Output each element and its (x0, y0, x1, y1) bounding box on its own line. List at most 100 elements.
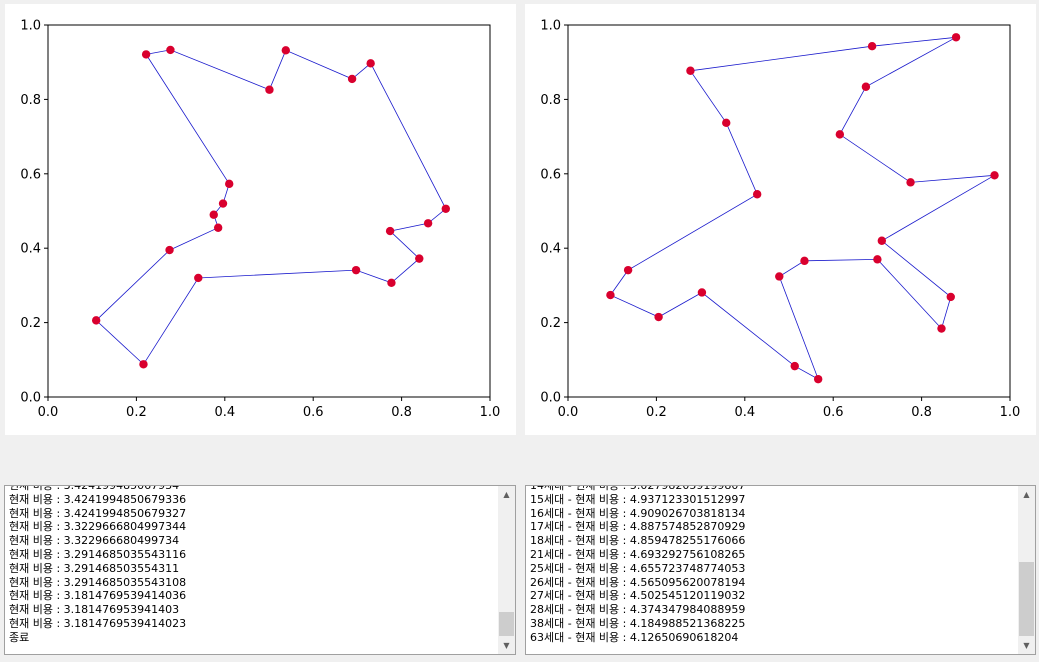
log-line: 현재 비용 : 3.181476953941403 (9, 603, 180, 617)
city-point (654, 312, 663, 322)
axes-frame (47, 24, 491, 398)
city-point (385, 226, 395, 236)
left-log-text: 현재 비용 : 3.424199485067934 현재 비용 : 3.42419… (9, 485, 497, 645)
log-line: 16세대 - 현재 비용 : 4.909026703818134 (530, 506, 746, 520)
city-point (194, 273, 203, 283)
y-tick-label: 0.0 (20, 391, 41, 406)
y-tick-label: 0.2 (20, 316, 41, 331)
right-route-chart-svg: 0.0 0.2 0.4 0.6 0.8 1.0 0.0 0.2 0.4 0.6 0.8 1.0 (540, 19, 1020, 421)
chevron-up-icon[interactable]: ▲ (1023, 490, 1030, 499)
y-tick-label: 0.8 (20, 93, 41, 108)
chevron-up-icon[interactable]: ▲ (503, 490, 510, 499)
city-point (209, 210, 218, 219)
city-point (775, 272, 784, 281)
log-line: 현재 비용 : 3.1814769539414023 (9, 616, 187, 630)
city-point (366, 59, 375, 68)
y-tick-label: 1.0 (20, 19, 41, 34)
city-point (752, 190, 762, 199)
y-tick-label: 0.6 (20, 167, 41, 182)
chevron-down-icon[interactable]: ▼ (503, 641, 510, 650)
y-tick-label: 0.8 (540, 93, 561, 108)
y-tick-label: 0.4 (20, 242, 41, 257)
log-line: 17세대 - 현재 비용 : 4.887574852870929 (530, 520, 746, 534)
city-point (415, 254, 424, 263)
city-point (166, 45, 175, 55)
log-line: 18세대 - 현재 비용 : 4.859478255176066 (530, 534, 746, 548)
scrollbar-thumb[interactable] (1019, 562, 1034, 636)
city-point (990, 171, 999, 180)
scrollbar-thumb[interactable] (499, 612, 514, 636)
city-point (606, 290, 615, 300)
left-route-chart: 0.0 0.2 0.4 0.6 0.8 1.0 0.0 0.2 0.4 0.6 0.8 1.0 (5, 4, 516, 435)
right-log-textbox[interactable]: 14세대 - 현재 비용 : 5.027982059199807 15세대 - 현… (525, 485, 1036, 655)
y-tick-label: 0.4 (540, 242, 561, 257)
x-tick-label: 0.2 (126, 405, 147, 420)
y-tick-label: 0.0 (540, 391, 561, 406)
axes-frame (567, 24, 1011, 398)
city-point (686, 66, 695, 75)
log-line: 15세대 - 현재 비용 : 4.937123301512997 (530, 492, 746, 506)
city-point (423, 219, 433, 228)
x-tick-label: 0.0 (38, 405, 59, 420)
left-log-textbox[interactable]: 현재 비용 : 3.424199485067934 현재 비용 : 3.42419… (4, 485, 516, 655)
log-line: 63세대 - 현재 비용 : 4.12650690618204 (530, 630, 739, 644)
city-point (281, 46, 290, 55)
city-point (813, 374, 823, 384)
city-point (861, 82, 871, 91)
log-line: 26세대 - 현재 비용 : 4.565095620078194 (530, 575, 746, 589)
log-line: 현재 비용 : 3.2914685035543116 (9, 547, 187, 561)
city-point (139, 360, 148, 369)
log-line: 28세대 - 현재 비용 : 4.374347984088959 (530, 603, 746, 617)
city-point (351, 265, 361, 275)
route-line (95, 49, 447, 365)
city-point (873, 255, 882, 264)
y-tick-label: 0.2 (540, 316, 561, 331)
city-point (387, 278, 396, 287)
log-line: 21세대 - 현재 비용 : 4.693292756108265 (530, 547, 746, 561)
log-line: 현재 비용 : 3.322966680499734 (9, 534, 180, 548)
city-point (165, 245, 174, 255)
log-line: 25세대 - 현재 비용 : 4.655723748774053 (530, 561, 746, 575)
log-line: 38세대 - 현재 비용 : 4.184988521368225 (530, 616, 746, 630)
city-point (623, 265, 633, 275)
log-line: 현재 비용 : 3.424199485067934 (9, 485, 180, 492)
city-point (347, 74, 357, 84)
log-line: 현재 비용 : 3.291468503554311 (9, 561, 180, 575)
city-point (91, 316, 101, 325)
right-log-scrollbar[interactable]: ▲ ▼ (1018, 486, 1035, 654)
log-line: 현재 비용 : 3.4241994850679327 (9, 506, 187, 520)
x-tick-label: 0.6 (823, 405, 844, 420)
right-route-chart: 0.0 0.2 0.4 0.6 0.8 1.0 0.0 0.2 0.4 0.6 0.8 1.0 (525, 4, 1036, 435)
x-tick-label: 0.4 (214, 405, 235, 420)
chevron-down-icon[interactable]: ▼ (1023, 641, 1030, 650)
y-tick-label: 1.0 (540, 19, 561, 34)
city-point (441, 204, 450, 213)
log-line: 종료 (9, 630, 30, 644)
x-tick-label: 0.0 (558, 405, 579, 420)
y-tick-label: 0.6 (540, 167, 561, 182)
city-point (225, 179, 234, 189)
city-point (946, 292, 955, 302)
city-point (265, 85, 274, 94)
x-tick-label: 0.6 (303, 405, 324, 420)
x-tick-label: 0.8 (911, 405, 932, 420)
city-point (835, 130, 845, 139)
left-log-scrollbar[interactable]: ▲ ▼ (498, 486, 515, 654)
x-tick-label: 0.2 (646, 405, 667, 420)
log-line: 현재 비용 : 3.1814769539414036 (9, 589, 187, 603)
city-point (790, 361, 799, 371)
log-line: 14세대 - 현재 비용 : 5.027982059199807 (530, 485, 746, 492)
city-point (722, 118, 731, 128)
x-tick-label: 1.0 (480, 405, 501, 420)
left-route-chart-svg: 0.0 0.2 0.4 0.6 0.8 1.0 0.0 0.2 0.4 0.6 0.8 1.0 (20, 19, 501, 421)
right-log-text: 14세대 - 현재 비용 : 5.027982059199807 15세대 - 현… (530, 485, 1017, 645)
city-point (213, 223, 223, 232)
city-point (218, 199, 228, 208)
city-point (906, 178, 915, 187)
city-point (141, 50, 151, 59)
x-tick-label: 0.8 (391, 405, 412, 420)
city-point (800, 256, 809, 266)
city-point (877, 236, 887, 245)
city-point (951, 33, 961, 42)
log-line: 현재 비용 : 3.3229666804997344 (9, 520, 187, 534)
